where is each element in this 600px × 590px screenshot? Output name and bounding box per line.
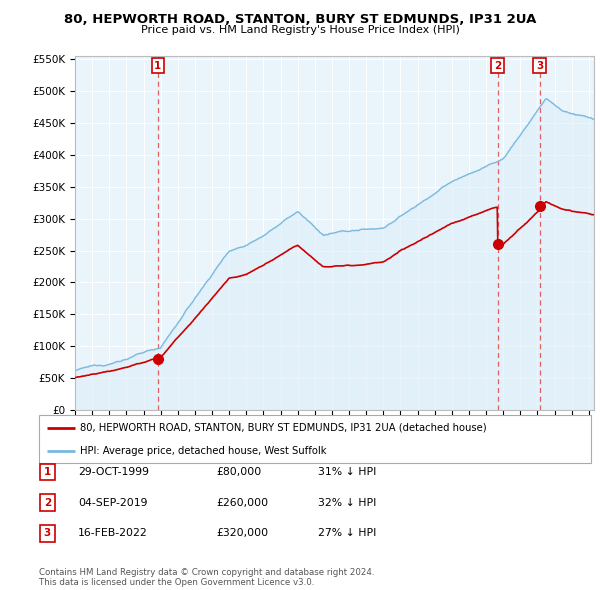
Text: £80,000: £80,000 [216,467,261,477]
FancyBboxPatch shape [40,494,55,511]
Text: 3: 3 [536,61,543,71]
Text: 29-OCT-1999: 29-OCT-1999 [78,467,149,477]
Text: 80, HEPWORTH ROAD, STANTON, BURY ST EDMUNDS, IP31 2UA (detached house): 80, HEPWORTH ROAD, STANTON, BURY ST EDMU… [80,423,487,433]
FancyBboxPatch shape [40,464,55,480]
Text: Price paid vs. HM Land Registry's House Price Index (HPI): Price paid vs. HM Land Registry's House … [140,25,460,35]
Text: £260,000: £260,000 [216,498,268,507]
Text: 04-SEP-2019: 04-SEP-2019 [78,498,148,507]
Text: 16-FEB-2022: 16-FEB-2022 [78,529,148,538]
Text: 1: 1 [154,61,161,71]
Text: 2: 2 [494,61,501,71]
FancyBboxPatch shape [40,525,55,542]
Text: 2: 2 [44,498,51,507]
Text: 32% ↓ HPI: 32% ↓ HPI [318,498,376,507]
Text: £320,000: £320,000 [216,529,268,538]
Text: 1: 1 [44,467,51,477]
Text: 80, HEPWORTH ROAD, STANTON, BURY ST EDMUNDS, IP31 2UA: 80, HEPWORTH ROAD, STANTON, BURY ST EDMU… [64,13,536,26]
Text: HPI: Average price, detached house, West Suffolk: HPI: Average price, detached house, West… [80,446,327,456]
Text: 27% ↓ HPI: 27% ↓ HPI [318,529,376,538]
Text: 31% ↓ HPI: 31% ↓ HPI [318,467,376,477]
Text: Contains HM Land Registry data © Crown copyright and database right 2024.
This d: Contains HM Land Registry data © Crown c… [39,568,374,587]
Text: 3: 3 [44,529,51,538]
FancyBboxPatch shape [39,415,591,463]
